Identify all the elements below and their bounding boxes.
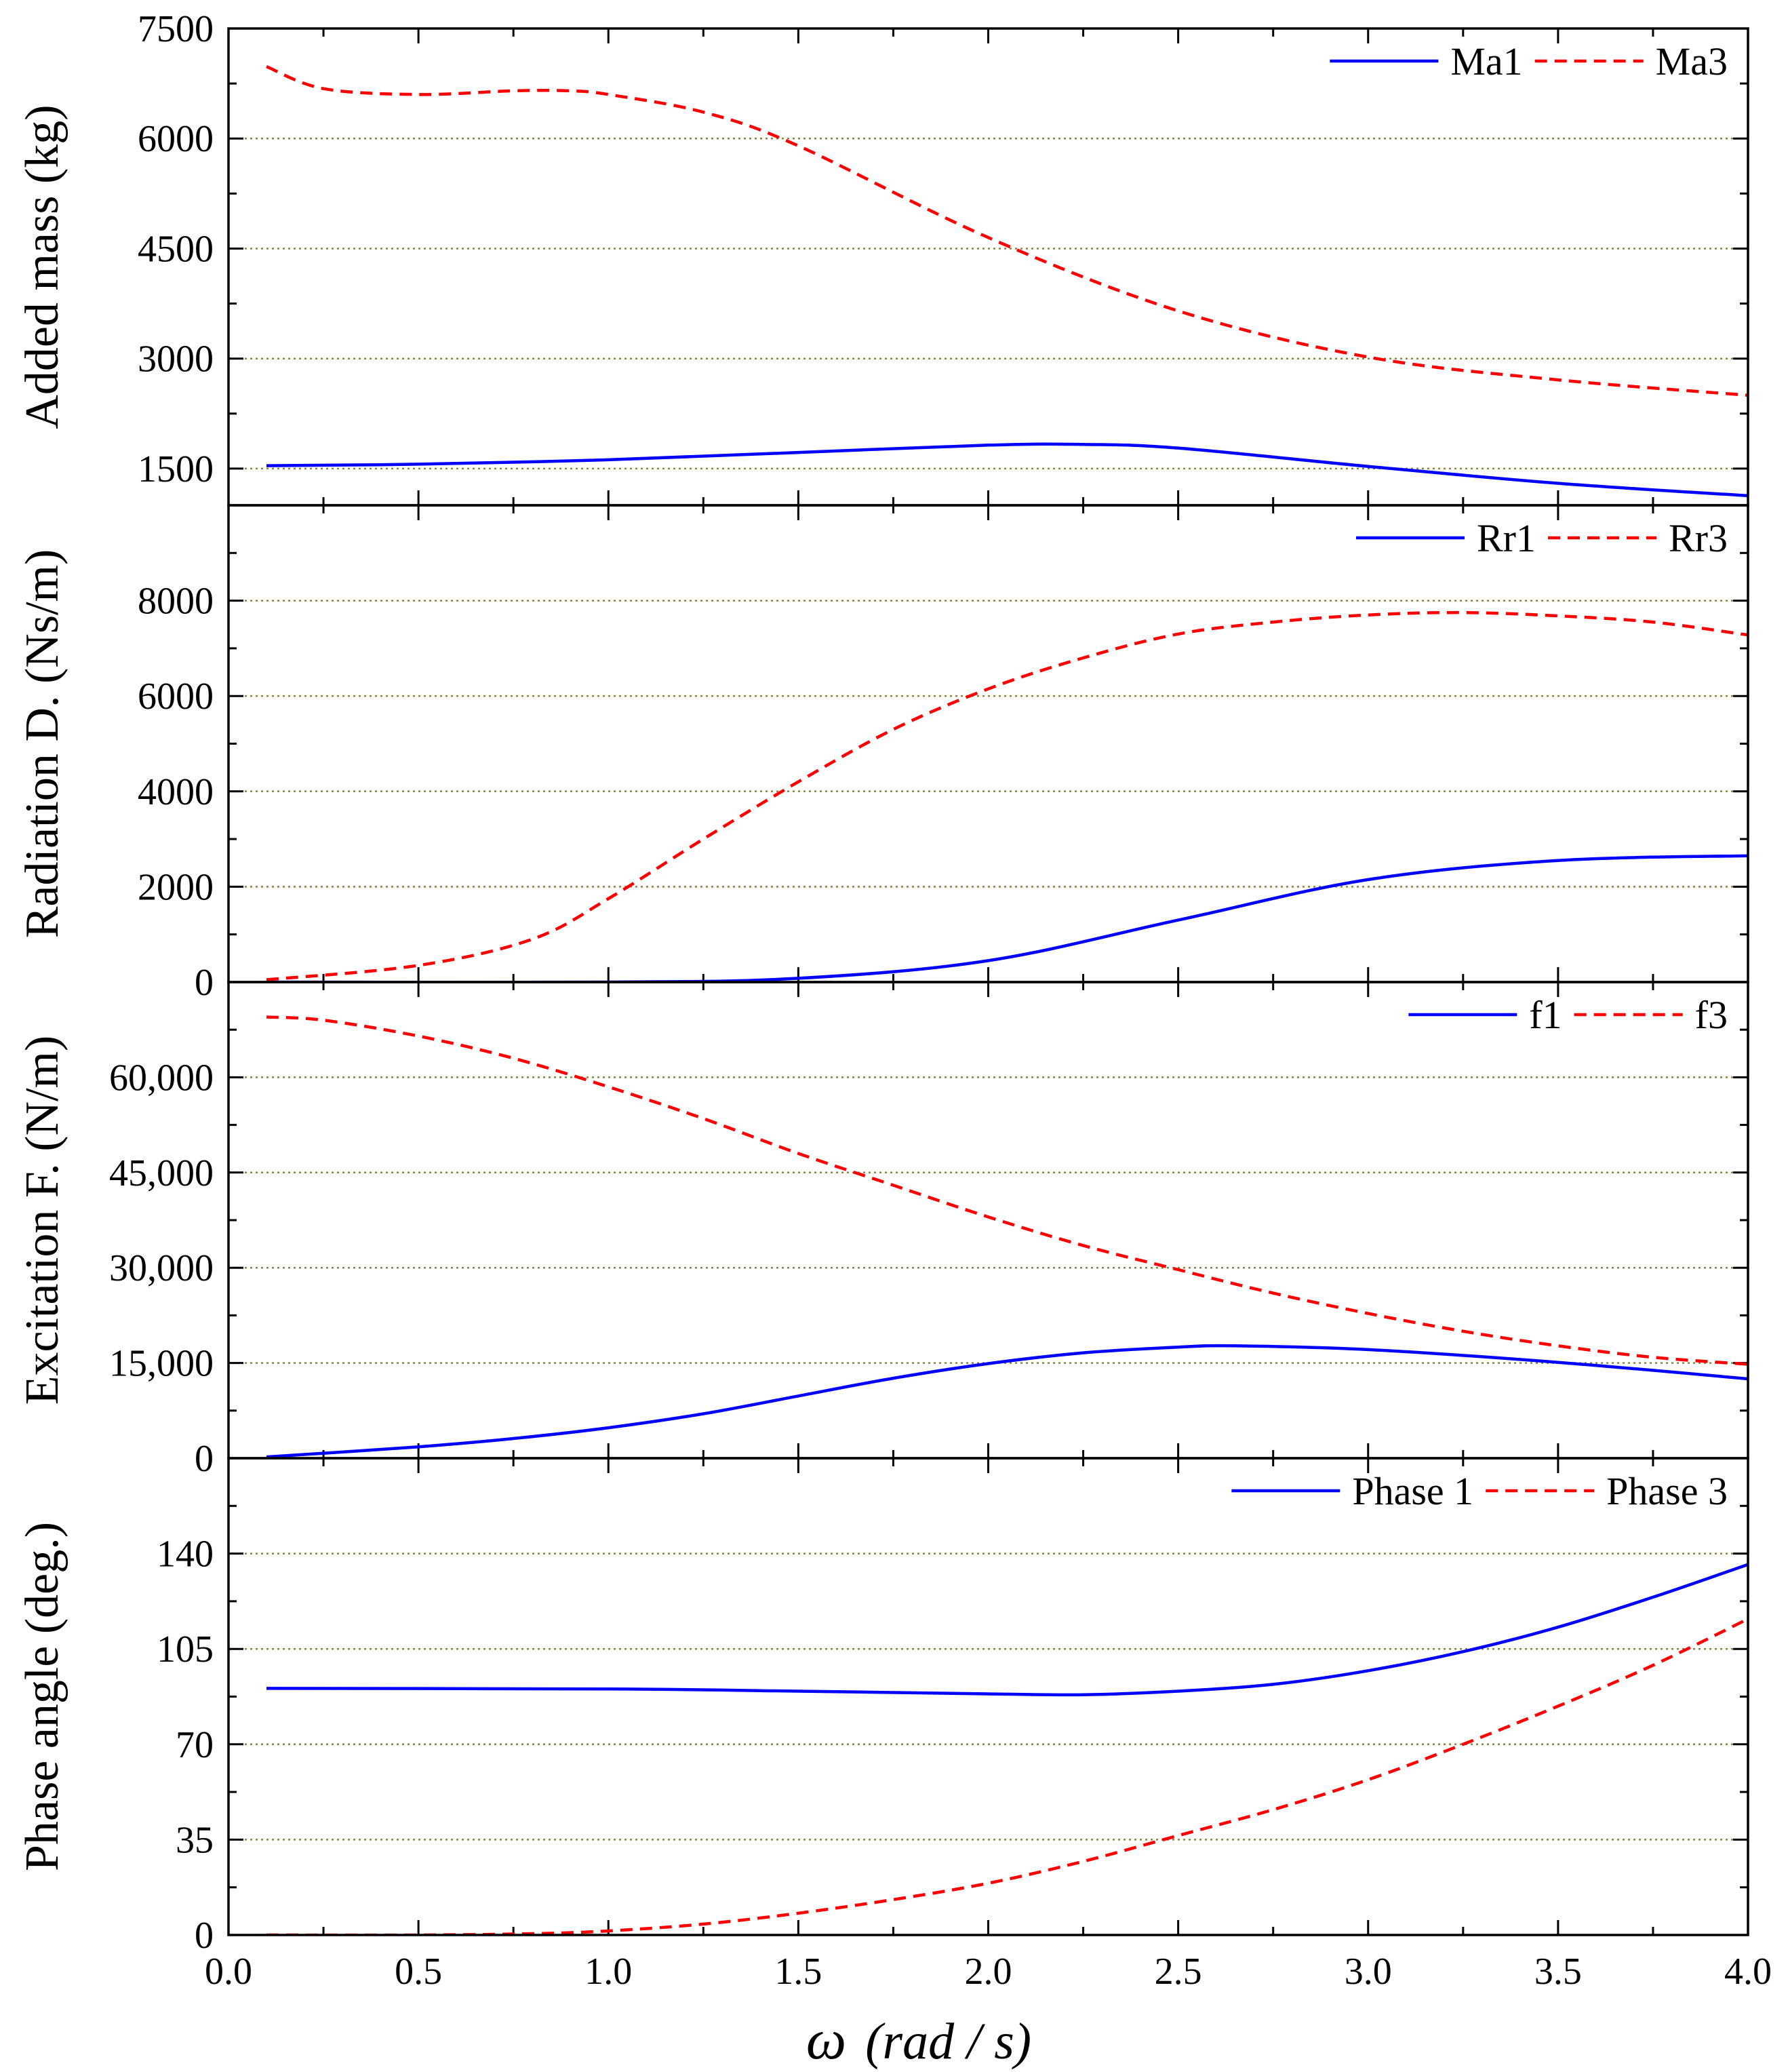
legend: Rr3 Rr1 [1356, 516, 1728, 560]
y-tick-label: 45,000 [109, 1152, 214, 1194]
x-tick-label: 0.5 [395, 1951, 442, 1993]
y-tick-label: 0 [195, 1915, 214, 1957]
legend: f3 f1 [1408, 993, 1728, 1037]
x-axis: 0.0 0.5 1.0 1.5 2.0 2.5 3.0 3.5 4.0 [205, 1951, 1772, 1993]
y-tick-label: 70 [176, 1724, 214, 1766]
x-tick-label: 1.5 [774, 1951, 822, 1993]
series-line-phase-1 [266, 1563, 1748, 1697]
y-tick-label: 30,000 [109, 1247, 214, 1289]
panel-frame [227, 1457, 1749, 1936]
series-line-rr1 [266, 854, 1748, 982]
x-tick-label: 3.5 [1534, 1951, 1582, 1993]
y-tick-label: 6000 [138, 676, 214, 718]
x-tick-label: 3.0 [1345, 1951, 1392, 1993]
x-tick-label: 2.5 [1155, 1951, 1202, 1993]
legend-label: Rr1 [1477, 516, 1536, 560]
y-tick-label: 2000 [138, 866, 214, 908]
y-tick-label: 7500 [138, 8, 214, 50]
y-tick-label: 8000 [138, 581, 214, 623]
series-group [266, 65, 1748, 498]
x-axis-unit: (rad / s) [865, 2013, 1031, 2070]
legend-label: Phase 1 [1352, 1469, 1473, 1513]
y-tick-label: 105 [157, 1628, 214, 1670]
y-tick-label: 4000 [138, 771, 214, 813]
x-axis-symbol: ω [806, 2008, 846, 2071]
y-axis-title: Excitation F. (N/m) [16, 1036, 68, 1405]
y-tick-label: 15,000 [109, 1343, 214, 1385]
legend-label: f1 [1529, 993, 1562, 1037]
legend: Ma3 Ma1 [1330, 39, 1728, 83]
legend-label: Ma1 [1450, 39, 1522, 83]
y-tick-label: 35 [176, 1819, 214, 1861]
x-tick-label: 0.0 [205, 1951, 252, 1993]
x-axis-title: ω (rad / s) [806, 2008, 1031, 2071]
x-tick-label: 4.0 [1724, 1951, 1772, 1993]
series-line-f1 [266, 1344, 1748, 1458]
y-tick-label: 4500 [138, 228, 214, 270]
legend-label: Ma3 [1656, 39, 1728, 83]
y-tick-label: 6000 [138, 118, 214, 160]
y-axis-title: Phase angle (deg.) [16, 1522, 68, 1871]
series-line-f3 [266, 1015, 1748, 1366]
legend: Phase 3 Phase 1 [1231, 1469, 1728, 1513]
series-line-ma1 [266, 442, 1748, 498]
y-tick-label: 60,000 [109, 1057, 214, 1099]
y-tick-label: 1500 [138, 448, 214, 490]
x-tick-label: 1.0 [584, 1951, 632, 1993]
y-tick-label: 140 [157, 1533, 214, 1576]
y-axis-title: Radiation D. (Ns/m) [16, 549, 68, 939]
x-tick-label: 2.0 [965, 1951, 1012, 1993]
series-group [266, 1015, 1748, 1458]
y-tick-label: 0 [195, 1438, 214, 1480]
legend-label: Rr3 [1669, 516, 1728, 560]
y-axis-title: Added mass (kg) [16, 104, 68, 429]
series-line-phase-3 [266, 1617, 1748, 1935]
series-group [266, 610, 1748, 982]
legend-label: Phase 3 [1606, 1469, 1728, 1513]
y-tick-label: 3000 [138, 338, 214, 380]
series-group [266, 1563, 1748, 1935]
y-tick-label: 0 [195, 962, 214, 1004]
series-line-rr3 [266, 610, 1748, 981]
legend-label: f3 [1695, 993, 1728, 1037]
